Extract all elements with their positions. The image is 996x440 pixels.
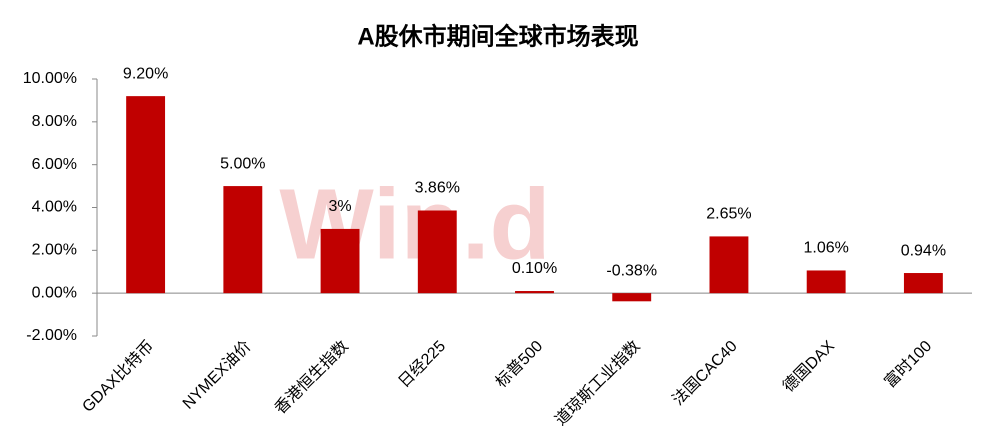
value-label: 5.00%	[220, 155, 265, 172]
value-label: -0.38%	[606, 262, 657, 279]
bar	[903, 273, 943, 294]
y-tick-label: 6.00%	[32, 156, 77, 173]
value-label: 3.86%	[415, 180, 460, 197]
value-label: 9.20%	[123, 65, 168, 82]
bar	[320, 228, 360, 294]
bar	[806, 270, 846, 294]
value-label: 0.94%	[901, 242, 946, 259]
chart-title: A股休市期间全球市场表现	[357, 22, 638, 50]
bar	[223, 186, 263, 294]
x-tick-label: GDAX比特币	[79, 337, 158, 416]
x-tick-label: 德国DAX	[779, 337, 838, 396]
bar	[612, 293, 652, 302]
x-tick-label: 标普500	[492, 337, 546, 391]
bar	[515, 291, 554, 294]
bar	[709, 236, 749, 294]
y-tick-label: 4.00%	[32, 199, 77, 216]
value-label: 0.10%	[512, 260, 557, 277]
y-tick-label: 8.00%	[32, 113, 77, 130]
x-tick-label: 富时100	[881, 337, 935, 391]
value-label: 2.65%	[706, 206, 751, 223]
x-tick-label: 法国CAC40	[669, 337, 741, 409]
y-tick-label: 2.00%	[32, 242, 77, 259]
y-tick-label: 0.00%	[32, 284, 77, 301]
x-tick-label: 香港恒生指数	[271, 337, 352, 418]
value-label: 3%	[328, 198, 351, 215]
x-tick-label: NYMEX油价	[179, 337, 255, 413]
bar	[417, 210, 457, 294]
x-tick-label: 道琼斯工业指数	[552, 337, 644, 429]
x-tick-label: 日经225	[395, 337, 449, 391]
y-tick-label: -2.00%	[26, 327, 77, 344]
value-label: 1.06%	[803, 240, 848, 257]
y-tick-label: 10.00%	[23, 70, 77, 87]
bar	[126, 96, 166, 294]
